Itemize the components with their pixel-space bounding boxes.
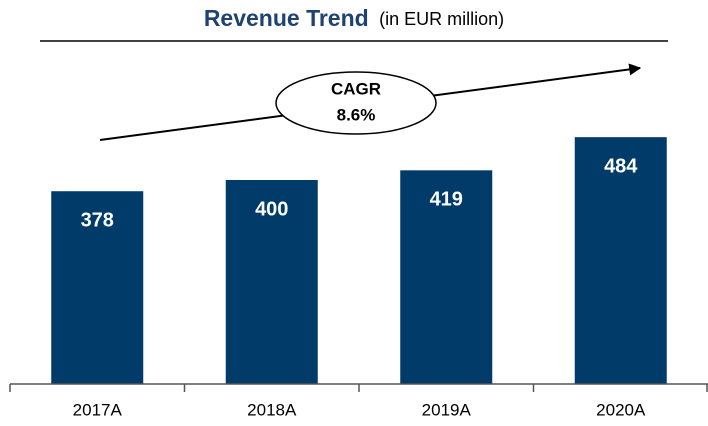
bar xyxy=(574,137,667,384)
value-label: 378 xyxy=(81,210,114,232)
bar xyxy=(400,170,493,384)
cagr-value: 8.6% xyxy=(337,105,376,124)
bar xyxy=(225,180,318,384)
x-tick-label: 2019A xyxy=(422,400,472,419)
bar xyxy=(51,191,144,384)
cagr-bubble xyxy=(275,71,437,135)
cagr-label: CAGR xyxy=(331,79,381,98)
value-label: 419 xyxy=(430,189,463,211)
x-tick-label: 2020A xyxy=(596,400,646,419)
x-tick-label: 2017A xyxy=(73,400,123,419)
title-group: Revenue Trend (in EUR million) xyxy=(204,5,504,31)
chart-subtitle: (in EUR million) xyxy=(379,9,504,29)
value-label: 484 xyxy=(604,155,638,177)
value-label: 400 xyxy=(255,198,288,220)
x-tick-label: 2018A xyxy=(247,400,297,419)
chart-title: Revenue Trend xyxy=(204,5,369,31)
